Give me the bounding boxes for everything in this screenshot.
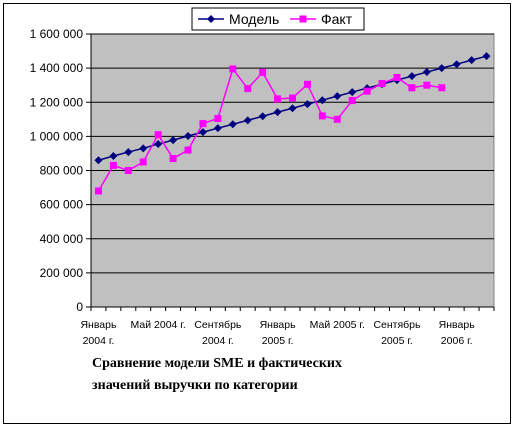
point-marker [363,87,371,95]
y-tick-label: 200 000 [40,266,84,280]
x-tick-label: Январь [80,319,117,331]
point-marker [467,56,476,65]
legend-label: Модель [229,11,279,27]
y-tick-label: 1 000 000 [30,129,84,143]
point-marker [259,68,267,76]
legend-item-fact: Факт [290,11,353,27]
y-tick-label: 600 000 [40,198,84,212]
point-marker [303,80,311,88]
x-tick-label: Май 2004 г. [131,319,186,331]
point-marker [333,92,342,101]
legend-label: Факт [321,11,353,27]
y-tick-label: 400 000 [40,232,84,246]
point-marker [139,158,147,166]
point-marker [299,15,307,23]
chart-caption: Сравнение модели SME и фактических значе… [92,353,472,397]
point-marker [139,144,148,153]
x-tick-label: 2005 г. [262,335,294,347]
point-marker [94,187,102,195]
point-marker [482,52,491,61]
point-marker [408,84,416,92]
point-marker [109,161,117,169]
point-marker [199,120,207,128]
point-marker [422,68,431,77]
point-marker [303,100,312,109]
point-marker [288,104,297,113]
point-marker [154,131,162,139]
point-marker [318,112,326,120]
x-tick-label: 2004 г. [202,335,234,347]
point-marker [124,148,133,157]
point-marker [333,115,341,123]
x-tick-label: Сентябрь [194,319,242,331]
point-marker [228,120,237,129]
point-marker [258,112,267,121]
x-tick-label: Май 2005 г. [310,319,365,331]
point-marker [438,84,446,92]
legend: Модель Факт [191,7,365,31]
point-marker [452,60,461,69]
point-marker [318,96,327,105]
point-marker [124,167,132,174]
point-marker [184,132,193,141]
point-marker [169,155,177,163]
point-marker [378,79,386,87]
point-marker [94,156,103,165]
point-marker [207,15,215,23]
point-marker [244,85,252,93]
x-tick-label: 2006 г. [441,335,473,347]
caption-line-1: Сравнение модели SME и фактических [92,356,342,371]
point-marker [154,140,163,149]
point-marker [348,88,357,97]
point-marker [198,128,207,137]
series [94,52,491,195]
point-marker [407,72,416,81]
caption-line-2: значений выручки по категории [92,378,298,393]
point-marker [184,146,192,154]
series-fact [94,65,446,195]
point-marker [273,108,282,117]
x-tick-label: 2004 г. [83,335,115,347]
point-marker [348,97,356,105]
point-marker [437,64,446,73]
legend-item-model: Модель [198,11,279,27]
x-tick-label: Январь [260,319,297,331]
y-tick-label: 800 000 [40,164,84,178]
axes: 0 200 000 400 000 600 000 800 000 1 000 000 1 … [30,27,495,347]
x-tick-label: Сентябрь [373,319,421,331]
point-marker [214,114,222,122]
y-tick-label: 1 400 000 [30,61,84,75]
point-marker [213,124,222,133]
point-marker [109,151,118,160]
point-marker [289,94,296,102]
legend-box [191,7,365,31]
y-tick-label: 1 200 000 [30,95,84,109]
point-marker [243,116,252,125]
y-tick-label: 0 [76,300,83,314]
x-tick-label: 2005 г. [381,335,413,347]
point-marker [423,81,431,89]
point-marker [169,136,178,145]
y-tick-label: 1 600 000 [30,27,84,41]
point-marker [393,74,401,82]
point-marker [274,95,282,103]
x-tick-label: Январь [439,319,476,331]
point-marker [229,65,237,73]
